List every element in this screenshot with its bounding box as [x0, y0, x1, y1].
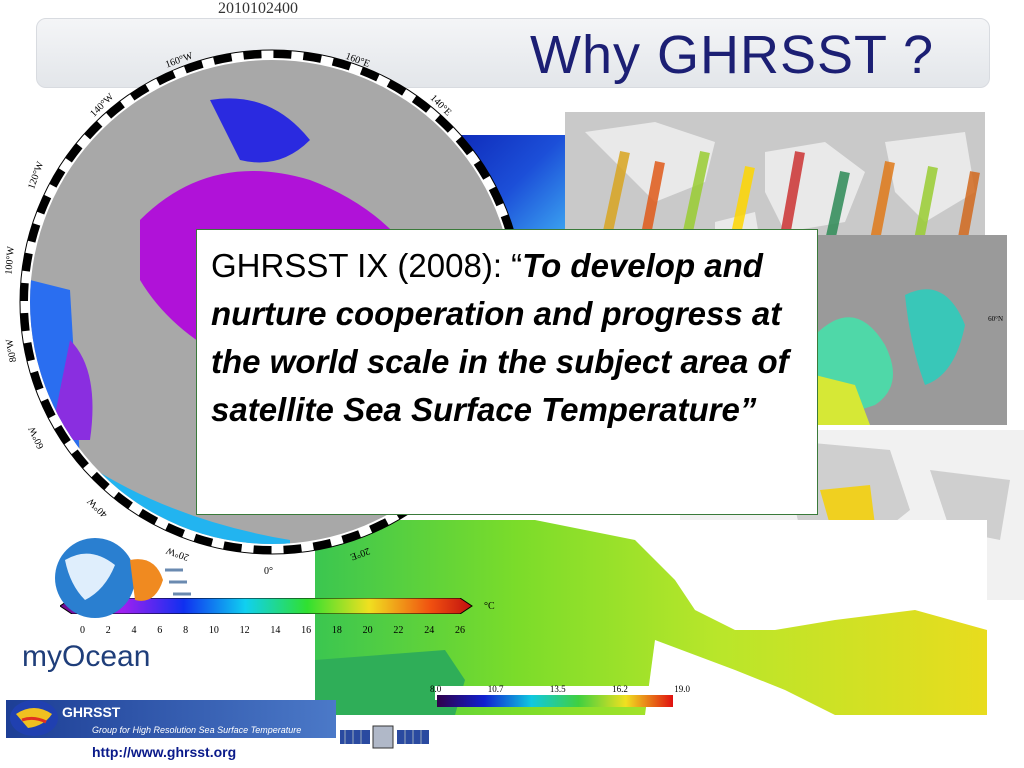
lon-label: 0° [264, 566, 273, 577]
tick: 8 [183, 625, 189, 636]
ghrsst-url-link[interactable]: http://www.ghrsst.org [92, 744, 237, 760]
ghrsst-name: GHRSST [62, 704, 121, 720]
tick: 16 [301, 625, 312, 636]
mediterranean-sst-map [315, 520, 987, 715]
med-tick: 10.7 [487, 684, 504, 694]
quote-emphasis: To develop and nurture cooperation and p… [211, 247, 789, 428]
ghrsst-globe-icon [10, 700, 58, 736]
sst-colorbar-ticks: 0 2 4 6 8 10 12 14 16 18 20 22 24 26 [80, 625, 465, 636]
myocean-logo: myOcean [22, 640, 151, 673]
tick: 24 [424, 625, 435, 636]
myocean-globe-logo [55, 538, 191, 618]
tick: 20 [362, 625, 373, 636]
tick: 26 [454, 625, 465, 636]
quote-prefix: GHRSST IX (2008): “ [211, 247, 523, 284]
tick: 2 [105, 625, 111, 636]
tick: 10 [208, 625, 219, 636]
timestamp: 2010102400 [218, 0, 298, 17]
baltic-sst-map: 60°N [815, 235, 1007, 425]
tick: 0 [80, 625, 85, 636]
med-tick: 13.5 [549, 684, 566, 694]
colorbar-unit: °C [484, 601, 495, 612]
quote-box: GHRSST IX (2008): “To develop and nurtur… [196, 229, 818, 515]
med-colorbar [437, 695, 673, 707]
ghrsst-banner [6, 700, 336, 738]
lat-label: 60°N [988, 315, 1003, 323]
tick: 6 [157, 625, 163, 636]
tick: 14 [270, 625, 281, 636]
med-tick: 19.0 [674, 684, 690, 694]
ghrsst-tagline: Group for High Resolution Sea Surface Te… [92, 725, 302, 735]
med-tick: 8.0 [430, 684, 442, 694]
tick: 22 [393, 625, 404, 636]
satellite-icon [340, 725, 429, 749]
med-tick: 16.2 [612, 684, 628, 694]
med-colorbar-ticks: 8.0 10.7 13.5 16.2 19.0 [430, 684, 690, 694]
tick: 18 [331, 625, 342, 636]
tick: 12 [239, 625, 250, 636]
tick: 4 [131, 625, 137, 636]
slide-title: Why GHRSST ? [530, 25, 935, 85]
sst-colorbar [60, 598, 473, 614]
